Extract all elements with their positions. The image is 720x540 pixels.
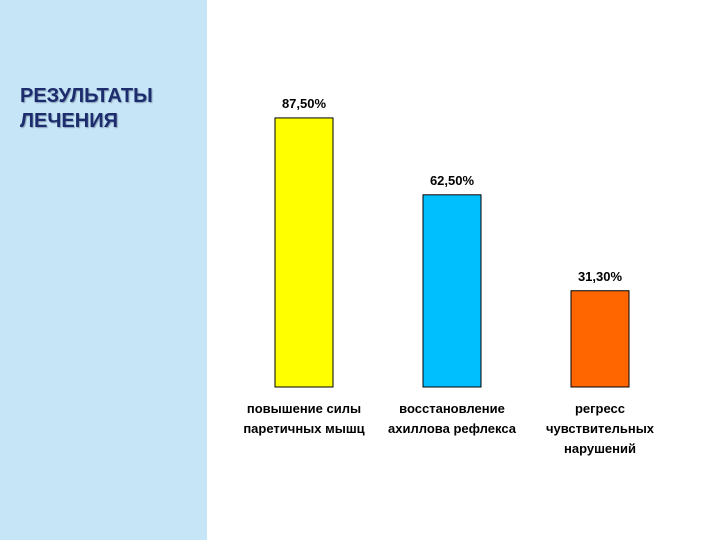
bar — [570, 290, 630, 388]
category-label: восстановление ахиллова рефлекса — [388, 401, 516, 436]
side-panel — [0, 0, 207, 540]
category-label: повышение силы паретичных мышц — [243, 401, 365, 436]
value-label: 62,50% — [430, 173, 475, 188]
value-label: 31,30% — [578, 269, 623, 284]
value-label: 87,50% — [282, 96, 327, 111]
slide-title: РЕЗУЛЬТАТЫ ЛЕЧЕНИЯ — [20, 85, 153, 132]
bar — [422, 194, 482, 388]
category-label: регресс чувствительных нарушений — [545, 401, 655, 456]
bar — [274, 117, 334, 388]
